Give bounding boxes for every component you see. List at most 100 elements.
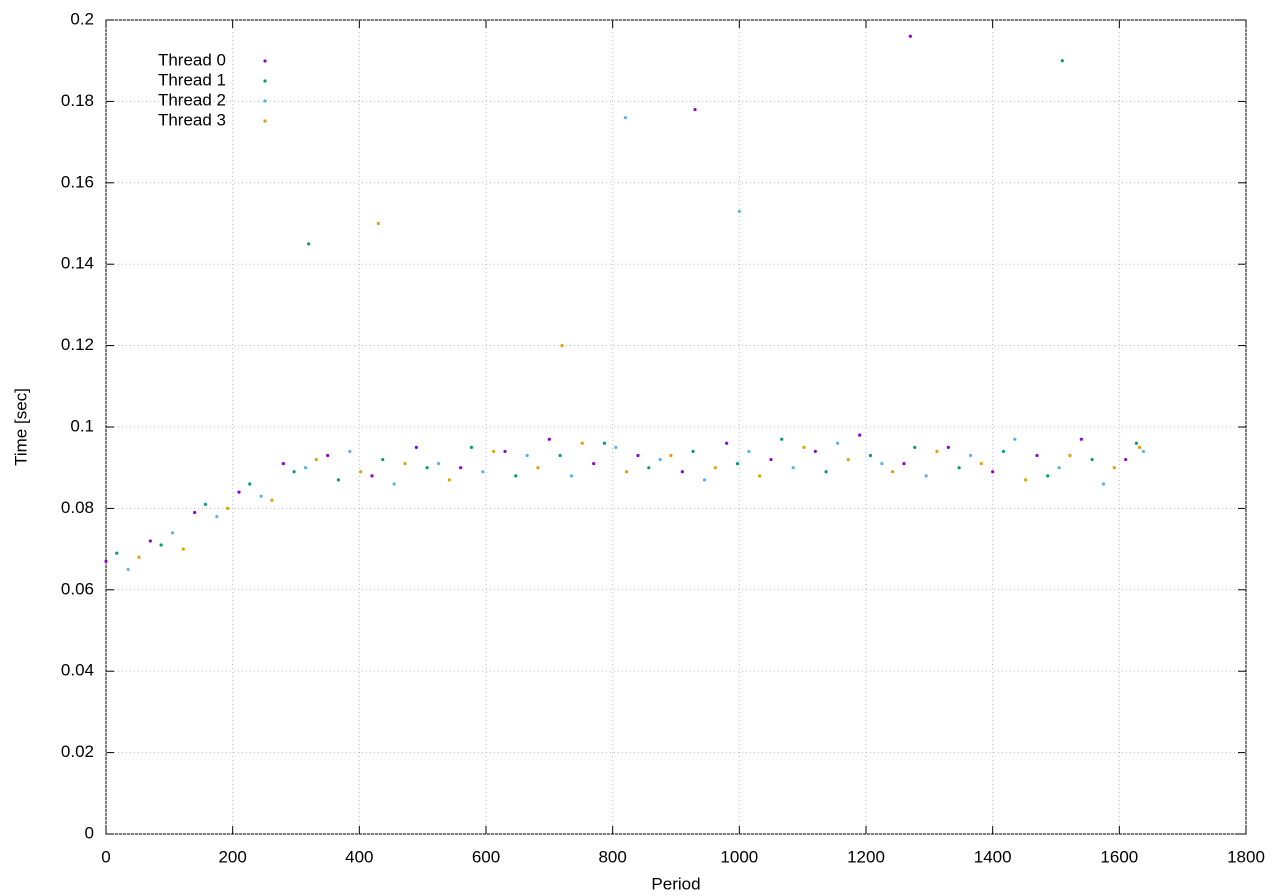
x-tick-label: 1400 — [974, 847, 1012, 866]
point — [492, 449, 496, 454]
point — [281, 462, 285, 466]
point — [813, 449, 817, 454]
legend-marker — [263, 79, 267, 83]
point — [569, 474, 574, 478]
point — [1057, 466, 1061, 470]
x-tick-label: 200 — [218, 847, 246, 866]
y-tick-label: 0.18 — [61, 91, 94, 110]
point — [647, 466, 651, 470]
point — [891, 470, 895, 474]
point — [846, 457, 850, 462]
legend-marker — [263, 99, 267, 103]
point — [1079, 437, 1083, 441]
point — [625, 470, 629, 474]
point — [623, 116, 627, 120]
point — [558, 453, 562, 458]
point — [104, 559, 108, 563]
y-tick-label: 0.06 — [61, 579, 94, 598]
point — [348, 449, 352, 454]
point — [957, 466, 961, 470]
point — [1013, 437, 1017, 441]
point — [592, 462, 596, 466]
point — [702, 478, 707, 482]
y-tick-label: 0.2 — [70, 9, 94, 28]
x-tick-label: 800 — [598, 847, 626, 866]
point — [193, 510, 197, 515]
point — [802, 445, 806, 449]
point — [769, 457, 773, 462]
legend-marker — [263, 119, 267, 123]
point — [1068, 453, 1072, 458]
point — [481, 470, 485, 474]
point — [425, 466, 429, 470]
legend-label: Thread 3 — [158, 110, 226, 129]
x-tick-label: 0 — [101, 847, 110, 866]
point — [602, 441, 607, 445]
y-tick-label: 0.14 — [61, 254, 94, 273]
point — [414, 445, 418, 449]
point — [580, 441, 584, 445]
point — [868, 453, 873, 458]
legend-label: Thread 1 — [158, 70, 226, 89]
point — [203, 502, 208, 506]
y-tick-label: 0.08 — [61, 498, 94, 517]
legend-label: Thread 0 — [158, 50, 226, 69]
point — [447, 478, 451, 482]
point — [1112, 466, 1116, 470]
point — [747, 449, 751, 454]
point — [614, 445, 618, 449]
point — [680, 470, 684, 474]
point — [226, 506, 230, 510]
point — [1138, 445, 1142, 449]
point — [376, 221, 380, 226]
y-tick-label: 0.12 — [61, 335, 94, 354]
point — [547, 437, 551, 441]
point — [1134, 441, 1139, 445]
point — [946, 445, 950, 449]
x-tick-label: 1800 — [1227, 847, 1265, 866]
x-tick-label: 400 — [345, 847, 373, 866]
point — [503, 449, 507, 454]
point — [303, 466, 308, 470]
point — [115, 551, 119, 555]
x-tick-label: 1200 — [847, 847, 885, 866]
point — [991, 470, 995, 474]
point — [858, 433, 862, 437]
x-tick-label: 1600 — [1100, 847, 1138, 866]
y-tick-label: 0 — [85, 823, 94, 842]
point — [979, 462, 983, 466]
point — [403, 462, 407, 466]
point — [370, 474, 374, 478]
point — [791, 466, 795, 470]
point — [693, 107, 697, 112]
x-tick-label: 1000 — [720, 847, 758, 866]
point — [1024, 478, 1028, 482]
point — [170, 531, 175, 535]
y-tick-label: 0.02 — [61, 742, 94, 761]
x-tick-label: 600 — [472, 847, 500, 866]
point — [725, 441, 729, 445]
point — [737, 209, 741, 213]
point — [1046, 474, 1050, 478]
point — [1141, 449, 1145, 454]
point — [1035, 453, 1039, 458]
point — [735, 462, 740, 466]
point — [148, 539, 152, 543]
point — [336, 478, 341, 482]
point — [392, 482, 396, 486]
point — [259, 494, 263, 498]
point — [691, 449, 695, 454]
point — [292, 470, 296, 474]
point — [215, 514, 219, 519]
point — [525, 453, 529, 458]
point — [1001, 449, 1006, 454]
point — [459, 466, 463, 470]
x-axis-label: Period — [651, 874, 700, 893]
point — [636, 453, 640, 458]
point — [924, 474, 928, 478]
y-tick-label: 0.1 — [70, 416, 94, 435]
y-tick-label: 0.04 — [61, 661, 94, 680]
point — [126, 567, 130, 572]
y-tick-label: 0.16 — [61, 172, 94, 191]
point — [270, 498, 274, 502]
